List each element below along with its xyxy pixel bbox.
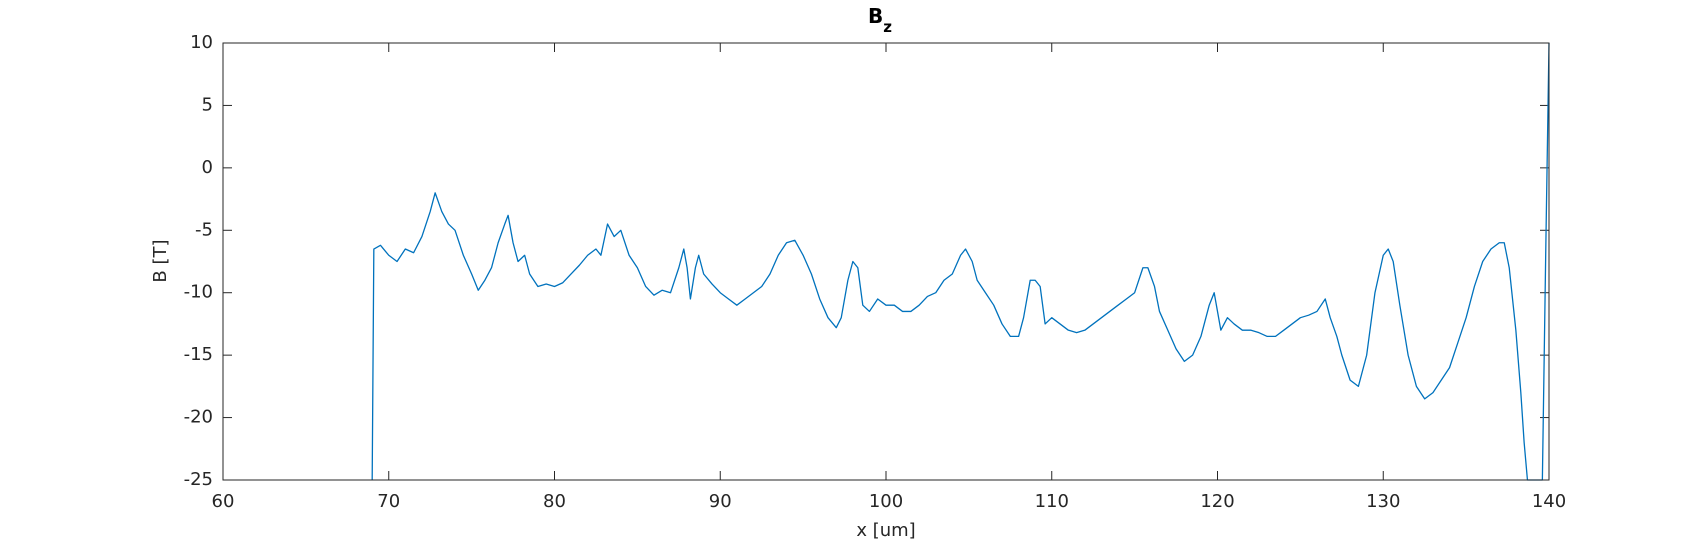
y-tick-label: -15: [184, 344, 213, 365]
title-main: B: [868, 4, 883, 28]
y-tick-label: 10: [190, 32, 213, 53]
y-tick-label: 0: [202, 157, 213, 178]
y-tick-label: -10: [184, 282, 213, 303]
axes-box: [222, 42, 1550, 481]
y-tick-label: 5: [202, 94, 213, 115]
x-tick-label: 60: [212, 491, 235, 512]
x-tick-label: 90: [709, 491, 732, 512]
x-axis-label: x [um]: [856, 520, 915, 541]
y-tick-label: -20: [184, 407, 213, 428]
x-tick-label: 110: [1035, 491, 1069, 512]
chart-title: Bz: [868, 4, 892, 36]
x-tick-label: 130: [1366, 491, 1400, 512]
x-tick-label: 140: [1532, 491, 1566, 512]
y-tick-label: -5: [195, 219, 213, 240]
x-tick-label: 120: [1200, 491, 1234, 512]
x-tick-label: 80: [543, 491, 566, 512]
y-axis-label: B [T]: [150, 239, 171, 282]
title-subscript: z: [883, 18, 892, 36]
plot-area: [223, 43, 1549, 480]
x-tick-label: 100: [869, 491, 903, 512]
y-tick-label: -25: [184, 469, 213, 490]
data-line: [371, 42, 1550, 481]
x-tick-label: 70: [377, 491, 400, 512]
